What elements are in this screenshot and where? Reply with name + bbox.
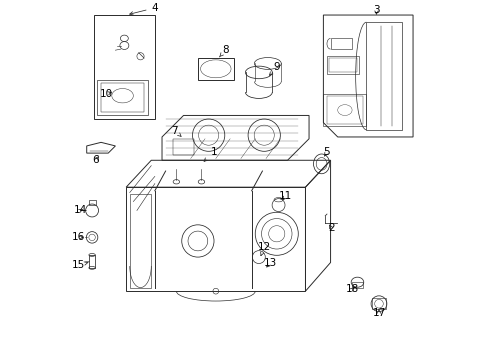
Text: 3: 3 [372, 5, 379, 15]
Bar [88, 200, 96, 205]
Text: 14: 14 [74, 206, 87, 216]
Text: 17: 17 [371, 308, 385, 318]
Text: 9: 9 [269, 62, 280, 75]
Text: 4: 4 [129, 3, 158, 15]
Text: 2: 2 [327, 224, 334, 233]
Text: 12: 12 [257, 242, 270, 256]
Text: 15: 15 [72, 260, 88, 270]
Text: 6: 6 [92, 155, 99, 165]
Text: 8: 8 [219, 45, 228, 57]
Text: 16: 16 [72, 232, 85, 242]
Bar [371, 298, 386, 309]
Bar [351, 282, 362, 288]
Text: 18: 18 [345, 284, 358, 294]
Bar [89, 255, 95, 268]
Text: 10: 10 [100, 89, 113, 99]
Text: 11: 11 [279, 191, 292, 201]
Text: 5: 5 [323, 147, 329, 157]
Text: 7: 7 [171, 126, 181, 136]
Text: 13: 13 [263, 258, 276, 268]
Text: 1: 1 [203, 147, 217, 161]
